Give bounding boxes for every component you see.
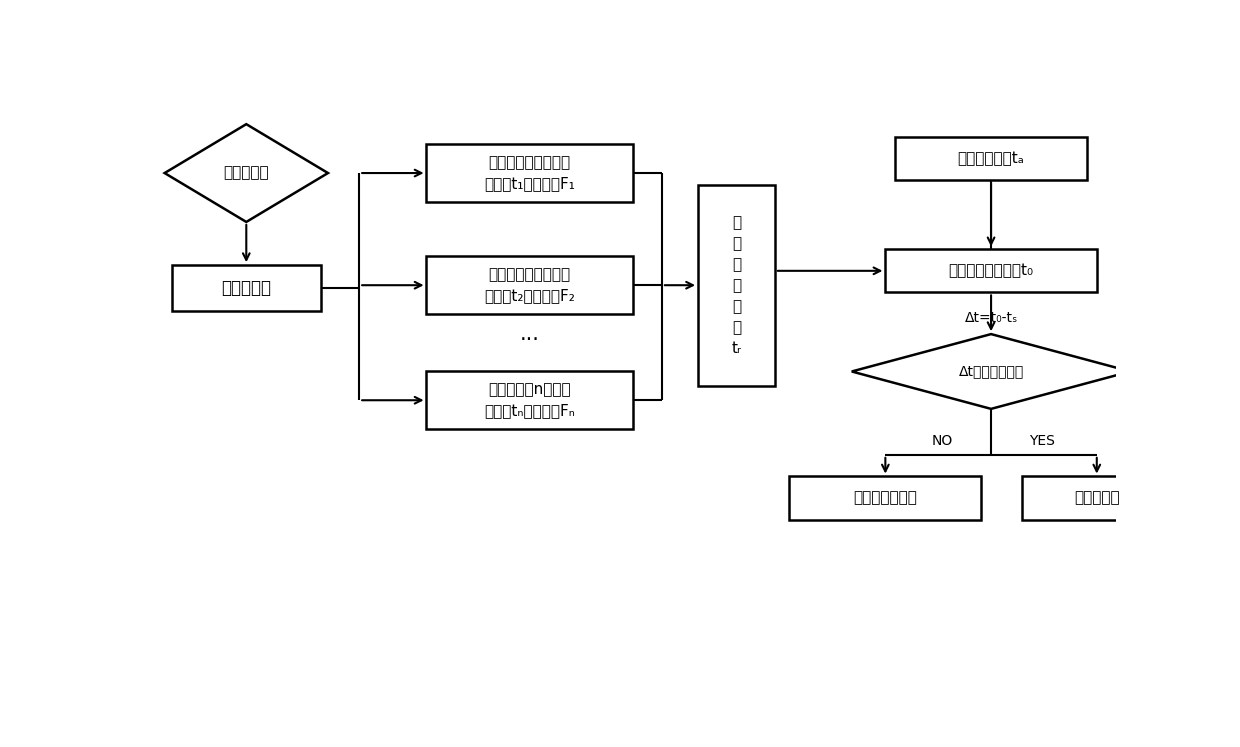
Text: 空调器继续运行: 空调器继续运行	[853, 491, 918, 506]
Text: 红外线检测: 红外线检测	[221, 279, 272, 297]
Bar	[895, 137, 1087, 180]
Bar	[789, 477, 982, 520]
Text: YES: YES	[1029, 434, 1055, 448]
Text: 空调器停机: 空调器停机	[1074, 491, 1120, 506]
Bar	[698, 185, 775, 386]
Text: Δt=t₀-tₛ: Δt=t₀-tₛ	[965, 311, 1018, 325]
Text: NO: NO	[931, 434, 952, 448]
Bar	[1022, 477, 1172, 520]
Text: 周围环境第n个表面
的温度tₙ和角系数Fₙ: 周围环境第n个表面 的温度tₙ和角系数Fₙ	[485, 382, 575, 418]
Bar	[172, 265, 321, 311]
Text: 室内环境温度tₐ: 室内环境温度tₐ	[957, 151, 1024, 166]
Text: 周围环境第一个表面
的温度t₁和角系数F₁: 周围环境第一个表面 的温度t₁和角系数F₁	[485, 155, 575, 191]
Text: 平
均
辐
射
温
度
tᵣ: 平 均 辐 射 温 度 tᵣ	[732, 214, 742, 356]
Text: 周围环境第二个表面
的温度t₂和角系数F₂: 周围环境第二个表面 的温度t₂和角系数F₂	[485, 267, 575, 303]
Bar	[427, 371, 634, 429]
Polygon shape	[852, 334, 1131, 409]
Text: Δt满足停机要求: Δt满足停机要求	[959, 365, 1024, 379]
Bar	[427, 144, 634, 202]
Bar	[885, 249, 1096, 292]
Text: 室内环境综合温度t₀: 室内环境综合温度t₀	[949, 264, 1034, 279]
Polygon shape	[165, 124, 327, 222]
Text: ···: ···	[520, 330, 539, 350]
Text: 空调器开机: 空调器开机	[223, 166, 269, 181]
Bar	[427, 256, 634, 314]
